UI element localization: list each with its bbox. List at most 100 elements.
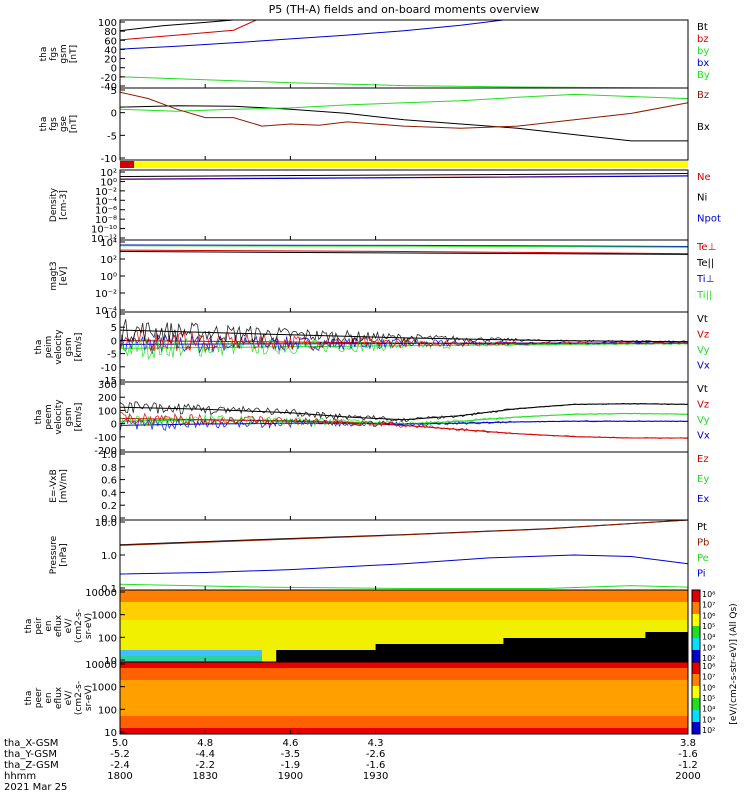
spectrogram-cell — [247, 698, 263, 705]
spectrogram-cell — [673, 614, 689, 621]
spectrogram-cell — [475, 608, 490, 615]
spectrogram-cell — [304, 722, 320, 729]
spectrogram-cell — [659, 710, 675, 717]
spectrogram-cell — [489, 662, 504, 669]
spectrogram-cell — [489, 686, 504, 693]
spectrogram-cell — [247, 638, 263, 645]
spectrogram-cell — [318, 632, 334, 639]
spectrogram-cell — [503, 590, 519, 597]
spectrogram-cell — [418, 614, 433, 621]
series-pe-line — [119, 583, 689, 589]
spectrogram-cell — [262, 692, 277, 699]
spectrogram-cell — [446, 638, 462, 645]
y-tick-label: -20 — [101, 73, 117, 84]
spectrogram-cell — [318, 602, 334, 609]
panel-mode_bar — [120, 161, 688, 168]
spectrogram-cell — [432, 656, 448, 663]
spectrogram-cell — [531, 614, 547, 621]
y-tick-label: 0 — [111, 109, 117, 120]
spectrogram-cell — [560, 722, 575, 729]
spectrogram-cell — [432, 692, 448, 699]
spectrogram-cell — [262, 686, 277, 693]
y-tick-label: 10 — [104, 656, 117, 667]
spectrogram-cell — [475, 644, 490, 651]
spectrogram-cell — [432, 728, 448, 735]
spectrogram-cell — [631, 710, 646, 717]
spectrogram-cell — [617, 650, 632, 657]
spectrogram-cell — [574, 686, 590, 693]
spectrogram-cell — [446, 614, 462, 621]
y-tick-label: 200 — [98, 393, 117, 404]
spectrogram-cell — [176, 620, 192, 627]
colorbar-band — [692, 602, 700, 615]
spectrogram-cell — [574, 620, 590, 627]
spectrogram-cell — [631, 638, 646, 645]
spectrogram-cell — [489, 668, 504, 675]
spectrogram-cell — [318, 662, 334, 669]
spectrogram-cell — [432, 710, 448, 717]
legend-ti: Ti|| — [696, 290, 712, 301]
spectrogram-cell — [333, 602, 348, 609]
y-axis-label: magt3 [eV] — [49, 261, 69, 290]
spectrogram-cell — [546, 590, 561, 597]
spectrogram-cell — [645, 650, 661, 657]
spectrogram-cell — [247, 590, 263, 597]
spectrogram-cell — [205, 590, 220, 597]
spectrogram-cell — [148, 698, 164, 705]
y-tick-label: 10⁰ — [100, 272, 117, 283]
series-vz-noise — [119, 411, 689, 439]
spectrogram-cell — [645, 638, 661, 645]
legend-pi: Pi — [697, 569, 706, 580]
spectrogram-cell — [120, 668, 135, 675]
spectrogram-cell — [673, 644, 689, 651]
spectrogram-cell — [404, 662, 419, 669]
panel-frame — [119, 451, 689, 521]
colorbar-band — [692, 626, 700, 639]
spectrogram-cell — [418, 602, 433, 609]
spectrogram-cell — [645, 716, 661, 723]
spectrogram-cell — [588, 698, 604, 705]
x-row-value: 4.8 — [197, 738, 213, 749]
spectrogram-cell — [162, 722, 178, 729]
panel-fgs_gse: 5 0 -5 -10 tha fgs gse [nT] Bz Bx — [39, 86, 710, 165]
spectrogram-cell — [631, 632, 646, 639]
y-axis-label-line: sr-eV) — [84, 685, 94, 711]
spectrogram-cell — [475, 728, 490, 735]
spectrogram-cell — [404, 626, 419, 633]
spectrogram-cell — [148, 632, 164, 639]
spectrogram-cell — [531, 686, 547, 693]
spectrogram-cell — [404, 638, 419, 645]
spectrogram-cell — [205, 638, 220, 645]
spectrogram-cell — [290, 662, 306, 669]
spectrogram-cell — [588, 686, 604, 693]
spectrogram-cell — [262, 662, 277, 669]
spectrogram-cell — [375, 626, 391, 633]
legend-bx: Bx — [697, 122, 710, 133]
spectrogram-cell — [645, 596, 661, 603]
spectrogram-cell — [475, 686, 490, 693]
spectrogram-cell — [389, 650, 405, 657]
spectrogram-cell — [389, 590, 405, 597]
spectrogram-cell — [546, 722, 561, 729]
spectrogram-cell — [460, 686, 476, 693]
spectrogram-cell — [347, 722, 362, 729]
spectrogram-cell — [205, 716, 220, 723]
colorbar-band — [692, 710, 700, 723]
spectrogram-cell — [361, 656, 377, 663]
spectrogram-cell — [475, 602, 490, 609]
panel-peem_velocity: 300 200 100 0 -100 -200 tha peem velocity gsm [km/… — [34, 380, 710, 457]
y-tick-label: 100 — [98, 18, 117, 29]
y-axis-label-line: eflux — [54, 686, 64, 709]
spectrogram-cell — [134, 656, 149, 663]
spectrogram-cell — [546, 728, 561, 735]
spectrogram-cell — [460, 716, 476, 723]
spectrogram-cell — [191, 620, 206, 627]
spectrogram-cell — [318, 656, 334, 663]
spectrogram-cell — [276, 728, 291, 735]
spectrogram-cell — [205, 662, 220, 669]
y-tick-label: -10 — [101, 154, 117, 165]
spectrogram-cell — [333, 716, 348, 723]
spectrogram-cell — [631, 602, 646, 609]
y-tick-label: 5 — [111, 323, 117, 334]
